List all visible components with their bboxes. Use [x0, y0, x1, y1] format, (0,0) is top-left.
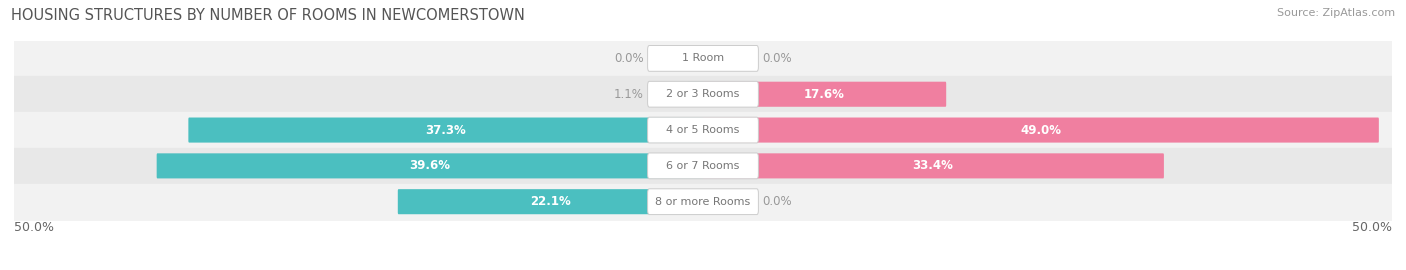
Text: Source: ZipAtlas.com: Source: ZipAtlas.com: [1277, 8, 1395, 18]
Text: 4 or 5 Rooms: 4 or 5 Rooms: [666, 125, 740, 135]
Text: 17.6%: 17.6%: [804, 88, 845, 101]
FancyBboxPatch shape: [648, 189, 758, 215]
Text: 50.0%: 50.0%: [14, 221, 53, 234]
Text: 1 Room: 1 Room: [682, 53, 724, 63]
FancyBboxPatch shape: [188, 117, 703, 143]
FancyBboxPatch shape: [648, 117, 758, 143]
Text: 2 or 3 Rooms: 2 or 3 Rooms: [666, 89, 740, 99]
FancyBboxPatch shape: [703, 82, 946, 107]
FancyBboxPatch shape: [398, 189, 703, 214]
FancyBboxPatch shape: [648, 153, 758, 179]
Text: 6 or 7 Rooms: 6 or 7 Rooms: [666, 161, 740, 171]
Text: 50.0%: 50.0%: [1353, 221, 1392, 234]
Bar: [14, 76, 1392, 112]
Text: 0.0%: 0.0%: [614, 52, 644, 65]
FancyBboxPatch shape: [156, 153, 703, 178]
Bar: [14, 148, 1392, 184]
Text: 0.0%: 0.0%: [762, 195, 792, 208]
FancyBboxPatch shape: [648, 46, 758, 71]
FancyBboxPatch shape: [688, 82, 703, 107]
Bar: [14, 40, 1392, 76]
Text: 8 or more Rooms: 8 or more Rooms: [655, 197, 751, 207]
Bar: [14, 184, 1392, 220]
Text: 37.3%: 37.3%: [426, 124, 467, 137]
Bar: [14, 112, 1392, 148]
Text: HOUSING STRUCTURES BY NUMBER OF ROOMS IN NEWCOMERSTOWN: HOUSING STRUCTURES BY NUMBER OF ROOMS IN…: [11, 8, 524, 23]
Text: 0.0%: 0.0%: [762, 52, 792, 65]
FancyBboxPatch shape: [703, 153, 1164, 178]
FancyBboxPatch shape: [648, 81, 758, 107]
Text: 33.4%: 33.4%: [912, 159, 953, 172]
Text: 1.1%: 1.1%: [614, 88, 644, 101]
Text: 22.1%: 22.1%: [530, 195, 571, 208]
FancyBboxPatch shape: [703, 117, 1379, 143]
Text: 49.0%: 49.0%: [1021, 124, 1062, 137]
Text: 39.6%: 39.6%: [409, 159, 451, 172]
